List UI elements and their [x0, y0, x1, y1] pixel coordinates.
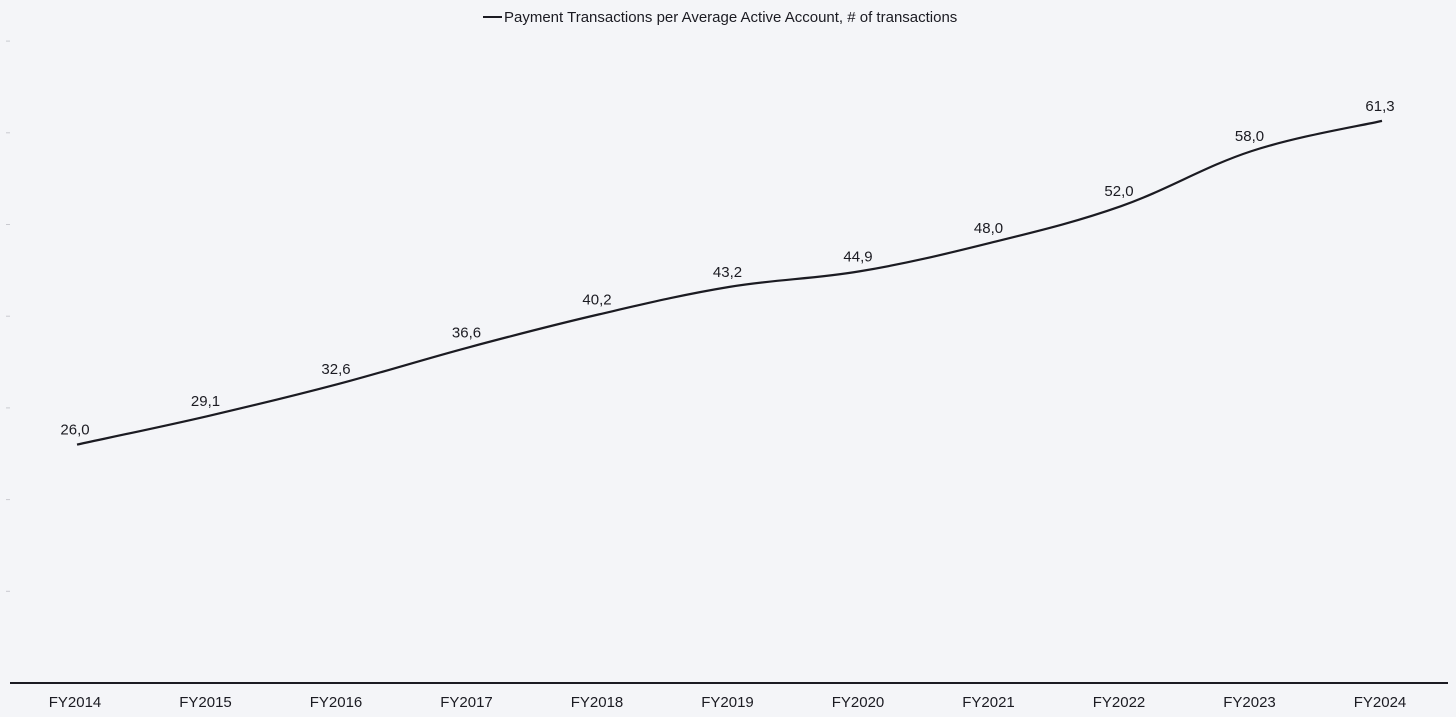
x-tick-label: FY2019	[701, 694, 754, 711]
legend: Payment Transactions per Average Active …	[483, 9, 957, 26]
data-label: 58,0	[1235, 128, 1264, 145]
data-label: 52,0	[1104, 183, 1133, 200]
data-label: 48,0	[974, 220, 1003, 237]
x-tick-label: FY2020	[832, 694, 885, 711]
x-tick-label: FY2017	[440, 694, 493, 711]
series-line	[76, 119, 1383, 446]
x-tick-label: FY2014	[49, 694, 102, 711]
data-label: 43,2	[713, 264, 742, 281]
x-tick-label: FY2023	[1223, 694, 1276, 711]
data-label: 36,6	[452, 324, 481, 341]
data-label: 40,2	[582, 291, 611, 308]
legend-label: Payment Transactions per Average Active …	[504, 9, 957, 26]
x-tick-label: FY2015	[179, 694, 232, 711]
data-label: 44,9	[843, 248, 872, 265]
x-tick-label: FY2024	[1354, 694, 1407, 711]
data-labels: 26,0 29,1 32,6 36,6 40,2 43,2 44,9 48,0 52,0 58,0…	[60, 98, 1394, 439]
x-axis-tick-labels: FY2014 FY2015 FY2016 FY2017 FY2018 FY2019 FY20…	[49, 694, 1407, 711]
data-label: 32,6	[321, 361, 350, 378]
x-tick-label: FY2022	[1093, 694, 1146, 711]
data-label: 26,0	[60, 422, 89, 439]
y-axis-ticks	[6, 40, 10, 592]
x-tick-label: FY2021	[962, 694, 1015, 711]
data-label: 29,1	[191, 393, 220, 410]
x-tick-label: FY2018	[571, 694, 624, 711]
data-label: 61,3	[1365, 98, 1394, 115]
x-tick-label: FY2016	[310, 694, 363, 711]
